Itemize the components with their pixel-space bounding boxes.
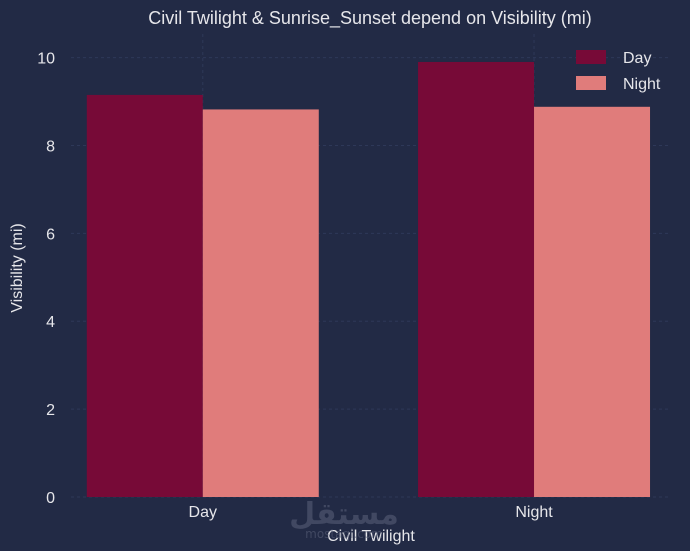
bar-night-night [534,106,651,498]
bar-day-day [86,94,203,497]
legend-swatch-day [576,50,606,64]
tick-labels: 0 2 4 6 8 10 Day Night [37,51,553,521]
legend-label-night: Night [623,76,661,93]
legend-swatch-night [576,76,606,90]
y-tick-label: 4 [46,314,55,331]
bar-day-night [418,61,535,497]
chart-title: Civil Twilight & Sunrise_Sunset depend o… [148,8,592,29]
y-axis-title: Visibility (mi) [9,223,26,312]
x-tick-label: Night [515,504,553,521]
y-tick-label: 8 [46,138,55,155]
legend: Day Night [576,50,661,93]
y-tick-label: 6 [46,226,55,243]
y-tick-label: 10 [37,51,55,68]
legend-label-day: Day [623,50,651,67]
x-tick-label: Day [189,504,217,521]
bar-night-day [202,109,319,498]
x-axis-title: Civil Twilight [327,528,415,545]
watermark-logo: مستقل [289,497,399,532]
watermark-url: mostaql.com [305,527,383,541]
watermark: مستقل mostaql.com [289,497,399,541]
bars [86,61,651,498]
y-tick-label: 2 [46,402,55,419]
y-tick-label: 0 [46,490,55,507]
